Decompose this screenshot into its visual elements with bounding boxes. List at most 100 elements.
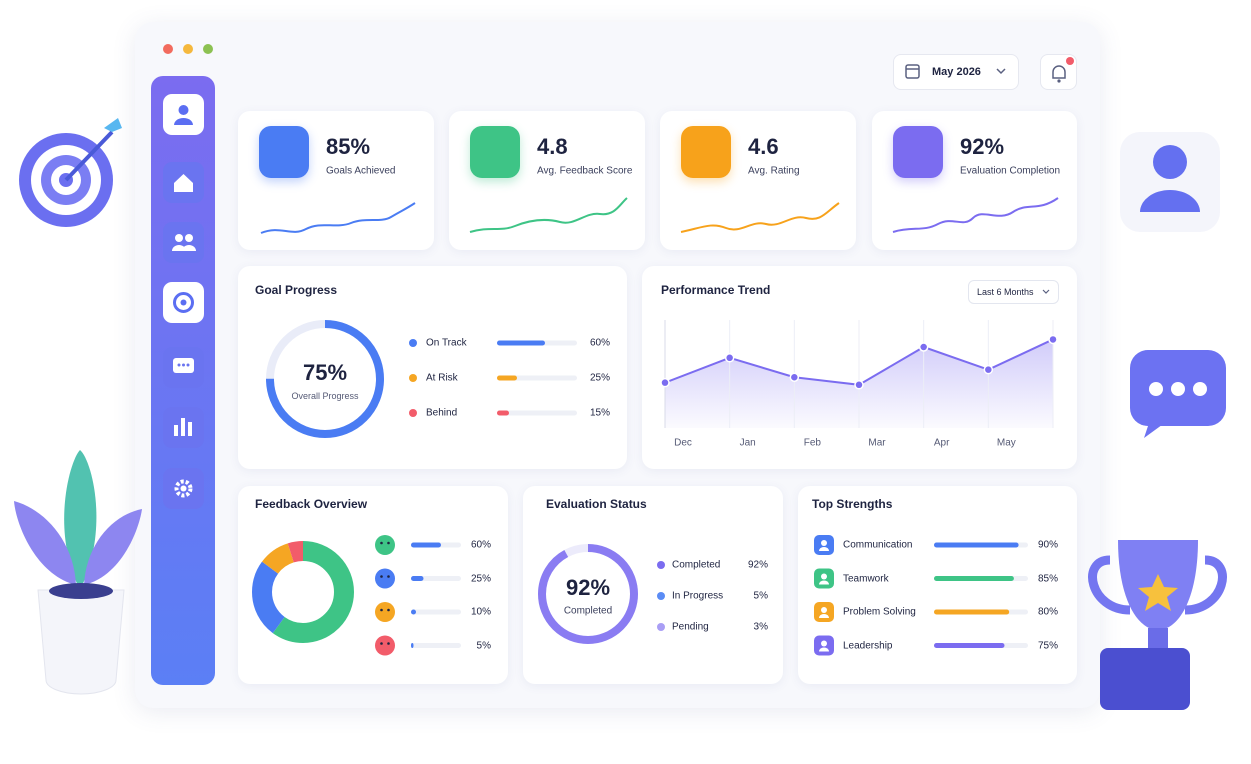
- trophy-illustration: [1088, 540, 1227, 710]
- x-tick-label: Jan: [739, 437, 756, 449]
- legend-dot: [409, 374, 417, 382]
- kpi-caption: Avg. Rating: [748, 165, 800, 177]
- filter-dropdown[interactable]: [968, 280, 1059, 304]
- smiley-icon: [375, 635, 395, 656]
- eye: [387, 608, 390, 612]
- bar-track: [411, 576, 461, 581]
- chevron: [996, 68, 1006, 75]
- x-tick-label: Mar: [868, 437, 886, 449]
- donut-segment: [266, 320, 384, 438]
- card-title: Evaluation Status: [546, 497, 647, 511]
- bar-track: [411, 643, 461, 648]
- bar: [411, 576, 424, 581]
- donut-segment: [252, 541, 354, 643]
- eye: [387, 575, 390, 578]
- trend-point: [1048, 334, 1058, 345]
- card: [238, 266, 627, 469]
- x-tick-label: May: [996, 437, 1016, 449]
- legend-value: 60%: [589, 337, 610, 349]
- legend-value: 25%: [470, 573, 491, 584]
- bar: [497, 410, 509, 416]
- smiley-icon: [375, 535, 395, 555]
- card-title: Performance Trend: [661, 283, 771, 297]
- legend-value: 5%: [753, 590, 768, 602]
- eye: [380, 642, 383, 645]
- sparklines: [260, 197, 1059, 234]
- eye: [380, 575, 383, 578]
- legend-label: Behind: [426, 407, 458, 419]
- kpi-icon: [893, 126, 943, 178]
- legend-value: 90%: [1037, 539, 1058, 551]
- legend-value: 15%: [589, 407, 610, 419]
- bar: [497, 375, 517, 381]
- card: [238, 486, 508, 684]
- legend-value: 60%: [470, 539, 491, 551]
- x-tick-label: Apr: [933, 437, 950, 449]
- eye: [380, 608, 383, 612]
- card: [523, 486, 783, 684]
- eye: [380, 541, 383, 545]
- legend-value: 85%: [1037, 573, 1058, 584]
- kpi-caption: Evaluation Completion: [960, 165, 1061, 177]
- bar-track: [497, 410, 577, 416]
- kpi-value: 4.8: [537, 134, 568, 159]
- bar: [411, 609, 416, 615]
- trend-point: [789, 372, 800, 382]
- smiley-icon: [375, 602, 395, 622]
- legend-label: Pending: [672, 621, 709, 633]
- bar-track: [497, 375, 577, 381]
- strength-label: Teamwork: [843, 573, 889, 584]
- card: [798, 486, 1077, 684]
- legend-value: 25%: [589, 372, 610, 384]
- window-minimize[interactable]: [183, 44, 193, 54]
- chat-illustration: [1130, 350, 1226, 438]
- icon-glyph: [821, 573, 827, 580]
- trend-point: [724, 353, 735, 363]
- bar: [934, 643, 1005, 648]
- bar: [411, 542, 441, 548]
- legend-value: 10%: [470, 606, 491, 618]
- window-maximize[interactable]: [203, 44, 213, 54]
- donut-caption: Completed: [563, 605, 613, 617]
- icon-glyph: [821, 607, 827, 613]
- legend-dot: [409, 339, 417, 347]
- card-title: Goal Progress: [255, 283, 338, 297]
- icon-glyph: [821, 540, 827, 546]
- kpi-value: 92%: [960, 134, 1005, 159]
- trend-point: [918, 342, 929, 352]
- icon-glyph: [819, 614, 829, 618]
- legend-label: On Track: [426, 337, 467, 349]
- icon-glyph: [819, 547, 829, 551]
- donut-segment: [252, 541, 354, 643]
- sidebar-icons: [163, 94, 204, 509]
- bar: [411, 643, 414, 648]
- bell-icon: [1052, 57, 1074, 83]
- kpi-icon: [681, 126, 731, 178]
- calendar-icon: [905, 64, 920, 79]
- date-picker[interactable]: [893, 54, 1019, 90]
- kpi-value: 4.6: [748, 134, 779, 159]
- x-tick-label: Feb: [803, 437, 821, 449]
- chevron: [1042, 289, 1050, 294]
- eye: [387, 642, 390, 645]
- kpi-caption: Goals Achieved: [326, 165, 396, 177]
- legend-value: 92%: [747, 559, 768, 571]
- legend-value: 80%: [1037, 606, 1058, 618]
- legend-label: In Progress: [672, 590, 724, 602]
- window-close[interactable]: [163, 44, 173, 54]
- kpi-caption: Avg. Feedback Score: [537, 165, 633, 177]
- icon-glyph: [821, 640, 827, 647]
- kpi-icon: [470, 126, 520, 178]
- donut-caption: Overall Progress: [291, 391, 359, 401]
- strength-label: Leadership: [843, 640, 893, 651]
- date-label: May 2026: [932, 66, 981, 78]
- trend-point: [854, 380, 864, 390]
- donut-value: 92%: [565, 575, 611, 600]
- strength-label: Communication: [843, 539, 913, 551]
- legend-dot: [409, 409, 417, 417]
- kpi-value: 85%: [326, 134, 371, 159]
- card-title: Feedback Overview: [255, 497, 368, 511]
- legend-dot: [657, 561, 665, 569]
